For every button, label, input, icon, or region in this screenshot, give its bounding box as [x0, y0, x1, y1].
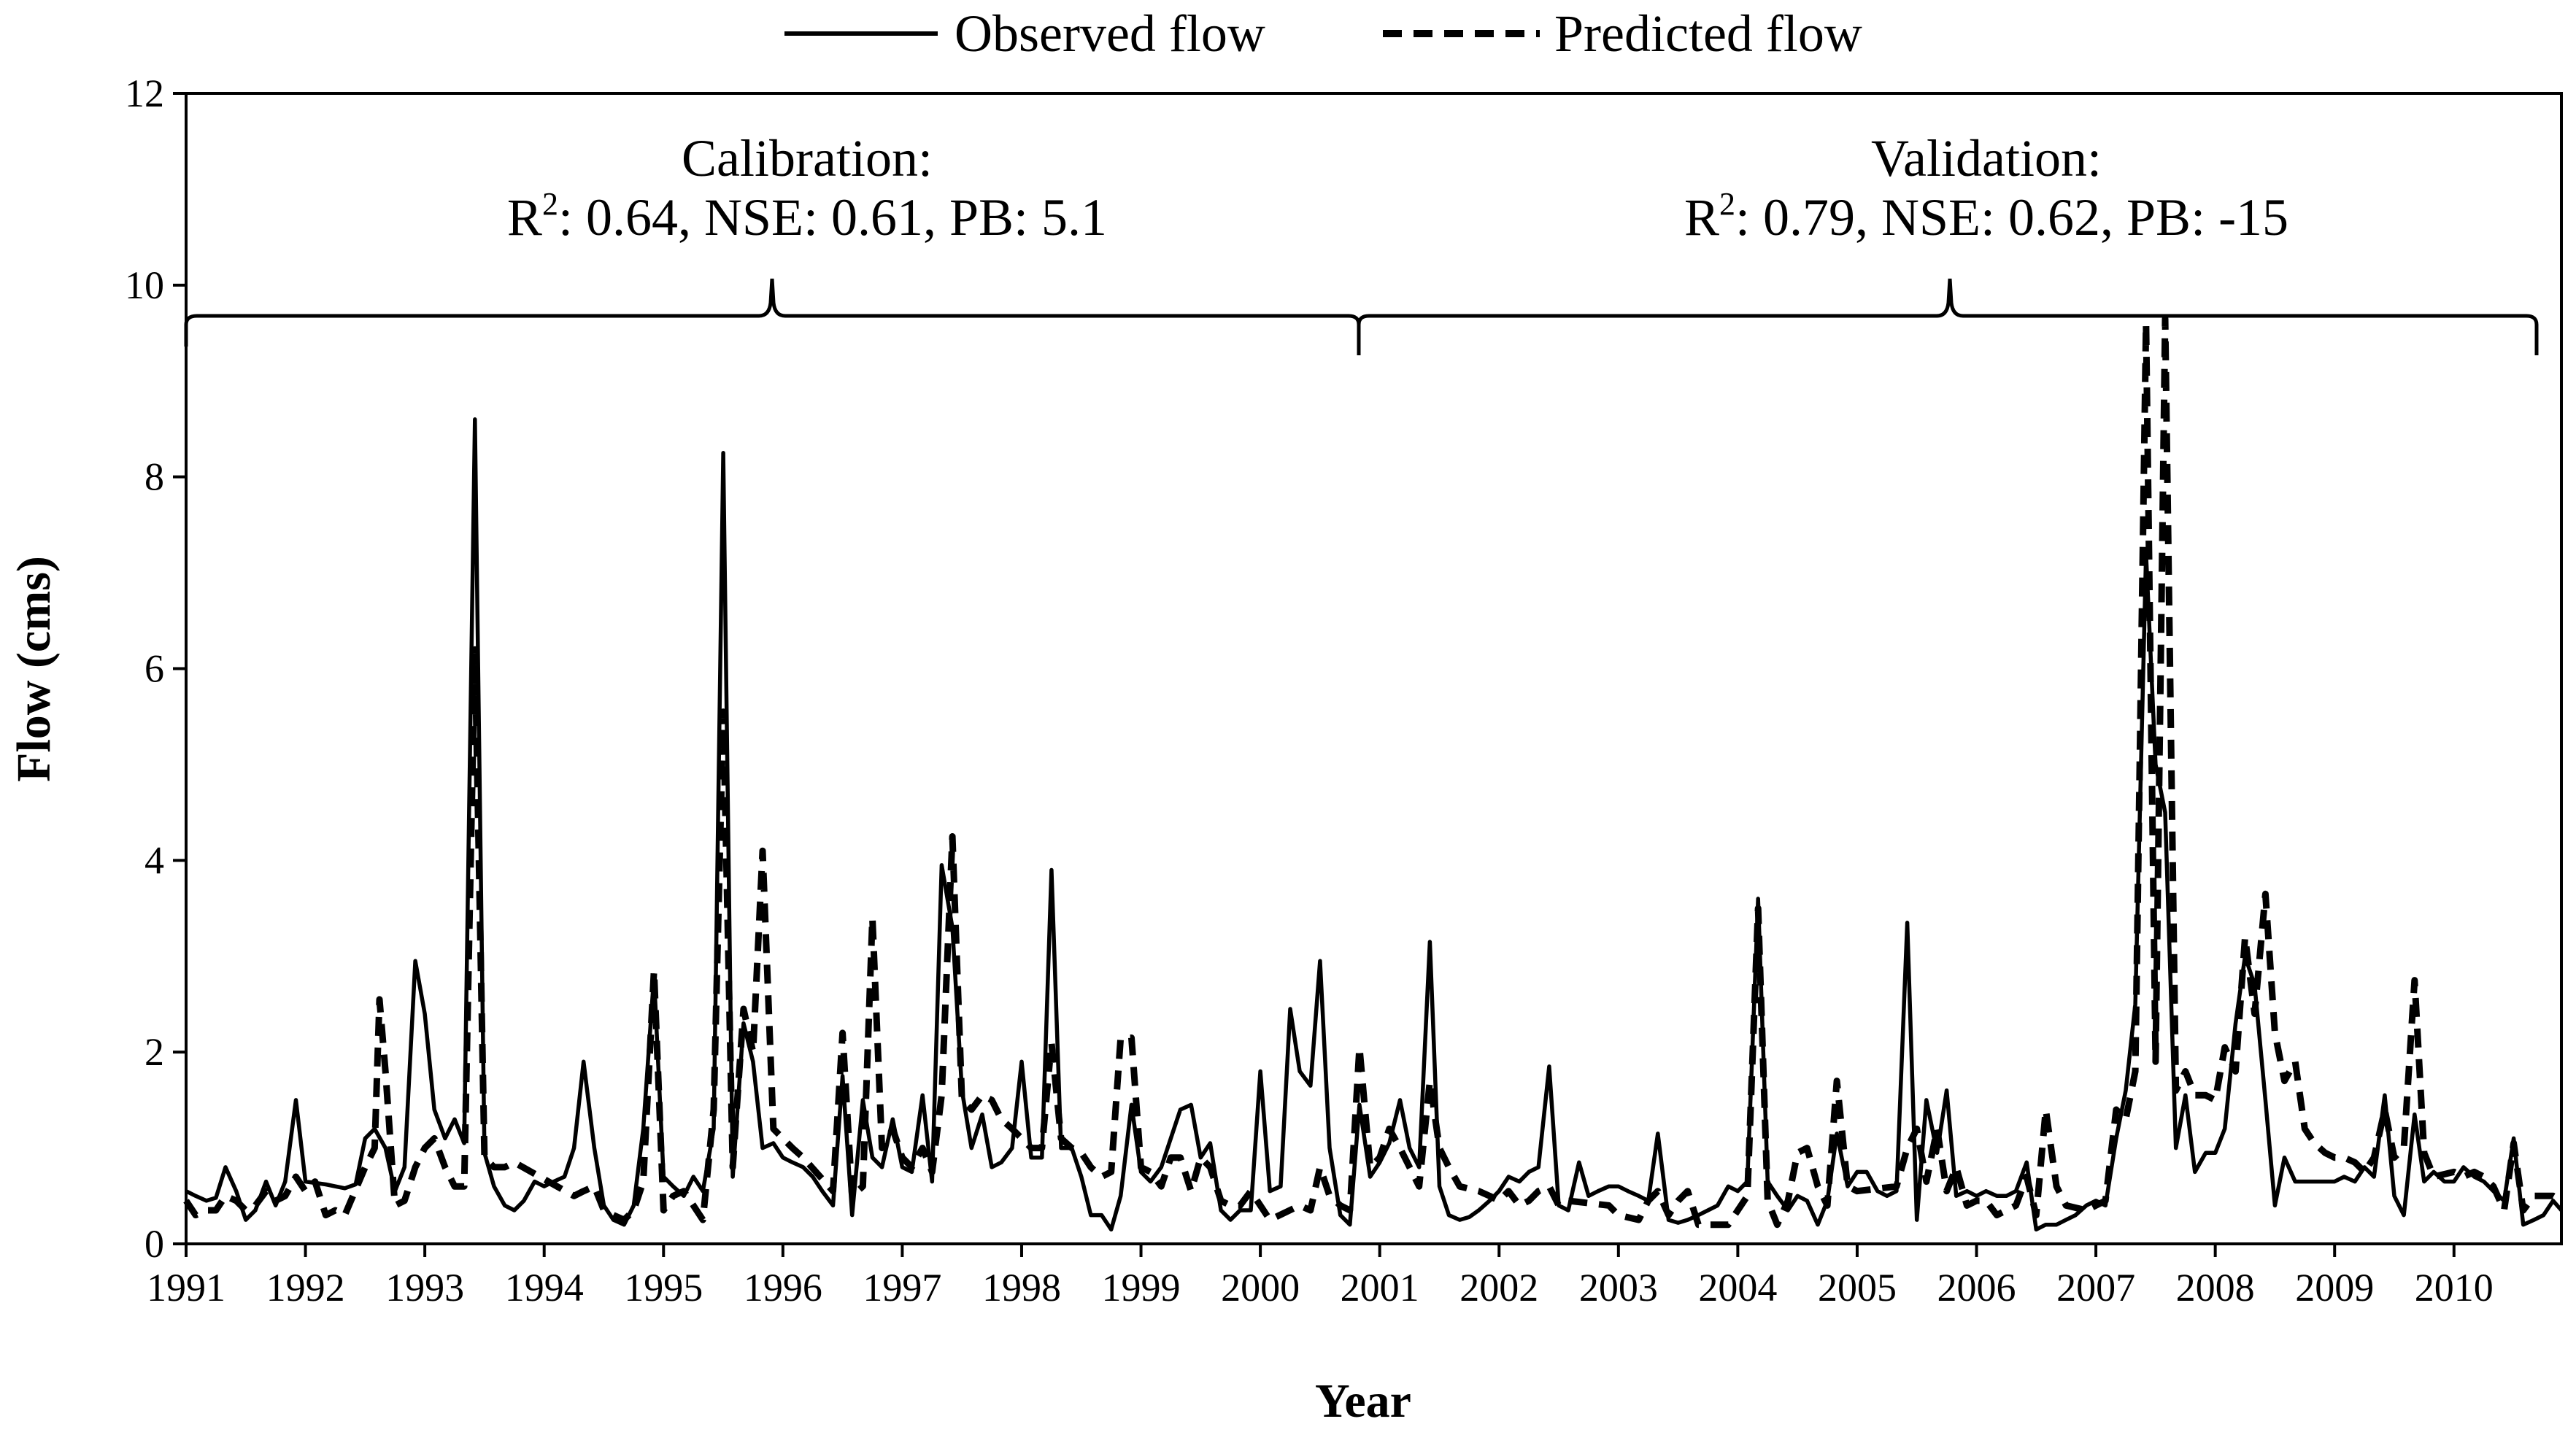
calibration-stats-values: : 0.64, NSE: 0.61, PB: 5.1 [558, 188, 1107, 247]
predicted-flow-line [183, 315, 2564, 1229]
calibration-brace [184, 278, 1361, 355]
x-tick-label: 2002 [1459, 1266, 1538, 1310]
calibration-stats-r: R [507, 188, 542, 247]
calibration-stats: R2: 0.64, NSE: 0.61, PB: 5.1 [507, 186, 1107, 247]
x-axis-title: Year [1315, 1374, 1411, 1428]
y-tick-label: 12 [125, 71, 164, 115]
y-tick-label: 6 [144, 647, 164, 691]
y-axis-ticks: 0 2 4 6 8 10 12 [125, 71, 186, 1266]
x-tick-label: 1992 [266, 1266, 345, 1310]
x-tick-label: 1996 [744, 1266, 822, 1310]
validation-stats-values: : 0.79, NSE: 0.62, PB: -15 [1735, 188, 2288, 247]
x-tick-label: 1997 [863, 1266, 941, 1310]
x-tick-label: 2005 [1818, 1266, 1897, 1310]
period-braces [184, 278, 2539, 355]
validation-stats-sup: 2 [1719, 186, 1735, 222]
calibration-stats-sup: 2 [542, 186, 558, 222]
legend-observed-label: Observed flow [955, 4, 1265, 63]
validation-heading: Validation: [1871, 129, 2102, 187]
x-tick-label: 2000 [1221, 1266, 1300, 1310]
calibration-annotation: Calibration: R2: 0.64, NSE: 0.61, PB: 5.… [507, 129, 1107, 247]
y-tick-label: 10 [125, 263, 164, 307]
validation-brace [1357, 278, 2539, 355]
x-tick-label: 2007 [2056, 1266, 2135, 1310]
x-tick-label: 1999 [1102, 1266, 1181, 1310]
legend-predicted-label: Predicted flow [1554, 4, 1862, 63]
y-tick-label: 4 [144, 838, 164, 882]
series-layer [183, 315, 2564, 1232]
validation-stats: R2: 0.79, NSE: 0.62, PB: -15 [1684, 186, 2288, 247]
observed-flow-line [185, 417, 2564, 1232]
x-tick-label: 2008 [2176, 1266, 2255, 1310]
x-tick-label: 1993 [385, 1266, 464, 1310]
plot-frame [185, 92, 2563, 1245]
x-tick-label: 1998 [982, 1266, 1061, 1310]
y-axis-title: Flow (cms) [7, 556, 61, 782]
x-axis-ticks: 1991 1992 1993 1994 1995 1996 1997 1998 1999 2000… [147, 1244, 2494, 1310]
y-tick-label: 0 [144, 1222, 164, 1266]
calibration-heading: Calibration: [682, 129, 933, 187]
validation-annotation: Validation: R2: 0.79, NSE: 0.62, PB: -15 [1684, 129, 2288, 247]
validation-stats-r: R [1684, 188, 1719, 247]
x-tick-label: 2006 [1937, 1266, 2016, 1310]
x-tick-label: 2004 [1698, 1266, 1777, 1310]
legend: Observed flow Predicted flow [784, 4, 1862, 63]
x-tick-label: 1994 [505, 1266, 584, 1310]
x-tick-label: 1995 [624, 1266, 703, 1310]
y-tick-label: 2 [144, 1030, 164, 1074]
x-tick-label: 2003 [1579, 1266, 1658, 1310]
x-tick-label: 1991 [147, 1266, 225, 1310]
x-tick-label: 2001 [1341, 1266, 1419, 1310]
x-tick-label: 2009 [2295, 1266, 2374, 1310]
y-tick-label: 8 [144, 455, 164, 499]
x-tick-label: 2010 [2415, 1266, 2494, 1310]
